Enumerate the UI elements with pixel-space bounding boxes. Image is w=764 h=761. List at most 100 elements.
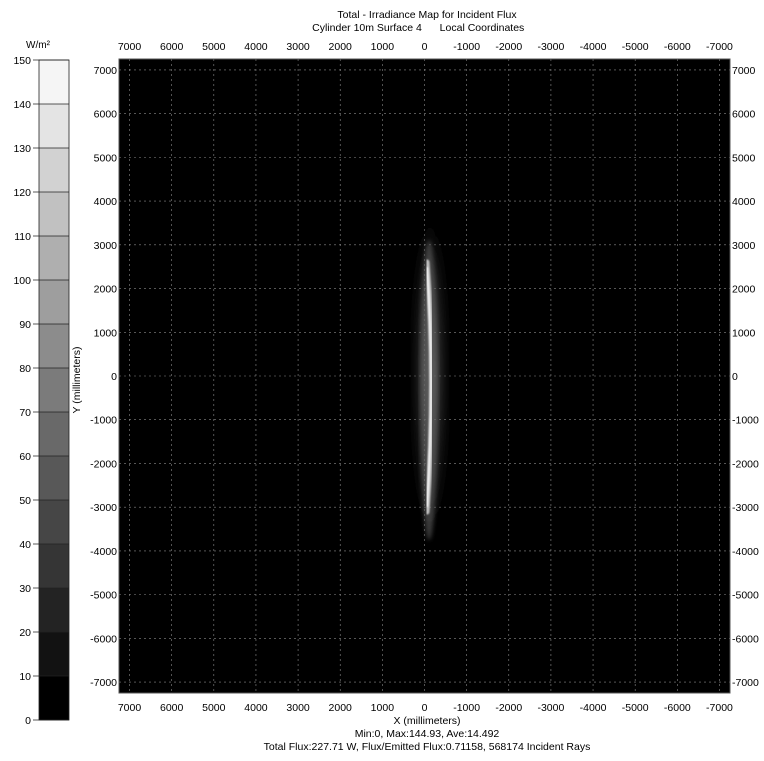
colorbar-label-15: 150	[13, 55, 31, 67]
colorbar-label-10: 100	[13, 275, 31, 287]
x-tick-bottom-12: -5000	[622, 702, 649, 714]
y-tick-left-4: 3000	[94, 240, 118, 252]
y-tick-labels-left: 7000 6000 5000 4000 3000 2000 1000 0 -1000 -2000 -…	[90, 65, 117, 689]
colorbar-label-4: 40	[19, 539, 31, 551]
x-tick-top-14: -7000	[706, 41, 733, 53]
y-tick-right-14: -7000	[732, 677, 759, 689]
chart-subtitle-surface: Cylinder 10m Surface 4	[312, 22, 422, 34]
x-axis-label: X (millimeters)	[393, 715, 460, 727]
y-tick-left-5: 2000	[94, 284, 118, 296]
colorbar: 0 10 20 30 40 50 60 70 80 90 100 110 120 130 140 150	[13, 55, 70, 727]
y-tick-left-7: 0	[111, 371, 117, 383]
x-tick-bottom-9: -2000	[495, 702, 522, 714]
x-tick-top-8: -1000	[453, 41, 480, 53]
y-tick-left-11: -4000	[90, 546, 117, 558]
colorbar-label-14: 140	[13, 99, 31, 111]
colorbar-label-5: 50	[19, 495, 31, 507]
y-tick-right-3: 4000	[732, 196, 756, 208]
y-tick-left-1: 6000	[94, 109, 118, 121]
colorbar-band-50	[39, 456, 69, 500]
x-tick-bottom-7: 0	[422, 702, 428, 714]
x-tick-bottom-4: 3000	[286, 702, 310, 714]
y-tick-right-9: -2000	[732, 458, 759, 470]
x-tick-bottom-5: 2000	[329, 702, 353, 714]
x-tick-top-5: 2000	[329, 41, 353, 53]
colorbar-band-120	[39, 148, 69, 192]
x-tick-top-3: 4000	[244, 41, 268, 53]
chart-title: Total - Irradiance Map for Incident Flux	[337, 9, 517, 21]
irradiance-bright-arc	[424, 259, 434, 515]
x-tick-top-6: 1000	[371, 41, 395, 53]
y-tick-right-7: 0	[732, 371, 738, 383]
colorbar-label-1: 10	[19, 671, 31, 683]
colorbar-band-90	[39, 280, 69, 324]
y-tick-right-6: 1000	[732, 327, 756, 339]
x-tick-top-10: -3000	[537, 41, 564, 53]
y-tick-left-14: -7000	[90, 677, 117, 689]
y-tick-right-0: 7000	[732, 65, 756, 77]
y-tick-right-2: 5000	[732, 152, 756, 164]
x-tick-bottom-6: 1000	[371, 702, 395, 714]
x-tick-bottom-11: -4000	[580, 702, 607, 714]
colorbar-band-140	[39, 60, 69, 104]
y-tick-labels-right: 7000 6000 5000 4000 3000 2000 1000 0 -1000 -2000 -…	[732, 65, 759, 689]
colorbar-band-110	[39, 192, 69, 236]
y-tick-left-10: -3000	[90, 502, 117, 514]
x-tick-top-1: 6000	[160, 41, 184, 53]
x-tick-top-4: 3000	[286, 41, 310, 53]
x-tick-top-2: 5000	[202, 41, 226, 53]
colorbar-band-0	[39, 676, 69, 720]
x-tick-top-11: -4000	[580, 41, 607, 53]
flux-line: Total Flux:227.71 W, Flux/Emitted Flux:0…	[264, 741, 591, 753]
x-tick-bottom-0: 7000	[118, 702, 142, 714]
colorbar-band-10	[39, 632, 69, 676]
y-tick-left-13: -6000	[90, 633, 117, 645]
colorbar-band-60	[39, 412, 69, 456]
colorbar-label-2: 20	[19, 627, 31, 639]
colorbar-band-70	[39, 368, 69, 412]
x-tick-bottom-13: -6000	[664, 702, 691, 714]
y-tick-right-4: 3000	[732, 240, 756, 252]
y-tick-right-5: 2000	[732, 284, 756, 296]
y-tick-right-10: -3000	[732, 502, 759, 514]
y-tick-left-2: 5000	[94, 152, 118, 164]
x-tick-labels-top: 7000 6000 5000 4000 3000 2000 1000 0 -1000 -2000 -…	[118, 41, 733, 53]
y-tick-left-3: 4000	[94, 196, 118, 208]
colorbar-label-13: 130	[13, 143, 31, 155]
y-tick-right-13: -6000	[732, 633, 759, 645]
colorbar-band-30	[39, 544, 69, 588]
colorbar-band-20	[39, 588, 69, 632]
x-tick-top-13: -6000	[664, 41, 691, 53]
x-tick-top-9: -2000	[495, 41, 522, 53]
plot-frame	[118, 58, 731, 694]
x-tick-bottom-10: -3000	[537, 702, 564, 714]
y-tick-right-12: -5000	[732, 590, 759, 602]
colorbar-band-130	[39, 104, 69, 148]
colorbar-band-40	[39, 500, 69, 544]
y-axis-label: Y (millimeters)	[71, 347, 83, 414]
colorbar-band-100	[39, 236, 69, 280]
colorbar-label-3: 30	[19, 583, 31, 595]
colorbar-band-80	[39, 324, 69, 368]
colorbar-label-0: 0	[25, 715, 31, 727]
x-tick-bottom-1: 6000	[160, 702, 184, 714]
chart-subtitle-coordinates: Local Coordinates	[440, 22, 525, 34]
colorbar-label-9: 90	[19, 319, 31, 331]
plot-grid	[119, 59, 730, 693]
y-tick-left-12: -5000	[90, 590, 117, 602]
stats-line: Min:0, Max:144.93, Ave:14.492	[355, 728, 500, 740]
x-tick-top-0: 7000	[118, 41, 142, 53]
x-tick-bottom-3: 4000	[244, 702, 268, 714]
x-tick-bottom-14: -7000	[706, 702, 733, 714]
x-tick-bottom-8: -1000	[453, 702, 480, 714]
y-tick-right-8: -1000	[732, 415, 759, 427]
x-tick-top-7: 0	[422, 41, 428, 53]
y-tick-left-8: -1000	[90, 415, 117, 427]
colorbar-label-7: 70	[19, 407, 31, 419]
colorbar-label-11: 110	[14, 231, 31, 243]
y-tick-left-0: 7000	[94, 65, 118, 77]
y-tick-right-11: -4000	[732, 546, 759, 558]
colorbar-label-12: 120	[13, 187, 31, 199]
